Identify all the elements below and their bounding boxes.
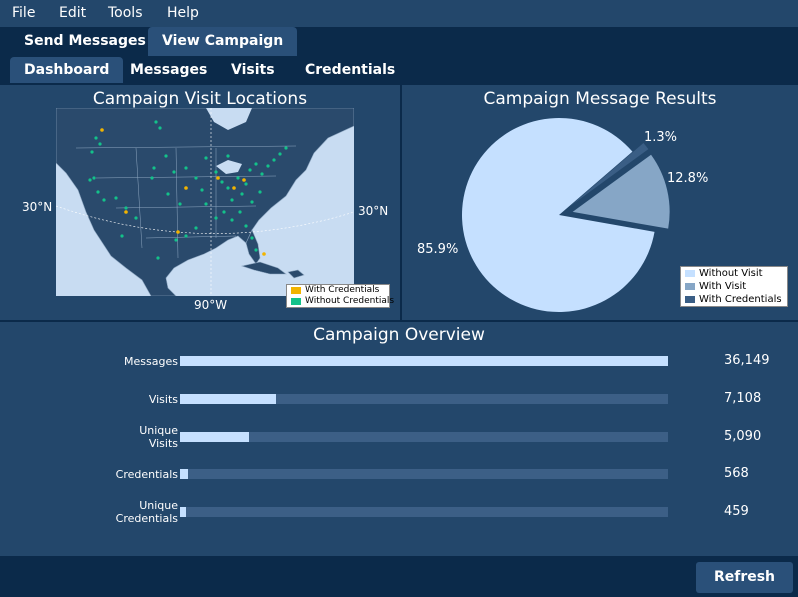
label-line1: Messages [124,355,178,368]
legend-label-with-credentials-pie: With Credentials [699,294,782,305]
legend-without-credentials: Without Credentials [287,296,394,307]
label-line1: Credentials [115,468,178,481]
lat-graticule-30n [56,205,354,234]
overview-value-messages: 36,149 [724,353,770,368]
menu-tools[interactable]: Tools [108,5,143,21]
legend-with-credentials: With Credentials [287,285,389,296]
overview-label-messages: Messages [58,355,178,368]
hispaniola-island [287,269,305,279]
pie-label-credentials: 1.3% [644,130,678,145]
visit-points-with-credentials [100,128,266,256]
bar-fill [180,507,187,517]
tab-send-messages[interactable]: Send Messages [24,33,146,49]
pie-slice-without-visit [462,118,655,312]
bar-track [180,507,668,517]
overview-label-unique-credentials: Unique Credentials [58,499,178,525]
label-line1: Unique [139,424,178,437]
pie-slice-with-credentials [569,142,649,207]
menu-file[interactable]: File [12,5,36,21]
legend-with-visit: With Visit [681,280,787,293]
bar-track [180,469,668,479]
tab-dashboard[interactable]: Dashboard [10,57,124,83]
menu-help[interactable]: Help [167,5,199,21]
bar-track [180,394,668,404]
overview-label-unique-visits: Unique Visits [58,424,178,450]
tab-credentials[interactable]: Credentials [305,62,396,78]
menu-edit[interactable]: Edit [59,5,87,21]
visit-points-without-credentials [88,120,288,260]
hudson-bay [206,108,252,130]
bar-track [180,356,668,366]
refresh-button[interactable]: Refresh [696,562,793,593]
legend-label-with-credentials: With Credentials [305,285,380,295]
north-america-landmass [56,108,354,296]
map-title: Campaign Visit Locations [92,89,308,109]
pie-slice-with-visit [572,154,670,229]
pie-chart [462,118,670,312]
cuba-island [240,261,287,275]
overview-value-unique-credentials: 459 [724,504,749,519]
overview-title: Campaign Overview [313,325,485,345]
bottom-bar [0,556,798,597]
overview-value-visits: 7,108 [724,391,762,406]
border-lines [75,145,297,259]
bar-track [180,432,668,442]
label-line2: Credentials [115,512,178,525]
map-svg [56,108,354,296]
legend-swatch-with-credentials [291,287,301,294]
pie-title: Campaign Message Results [483,89,717,109]
legend-swatch-without-visit [685,270,695,277]
legend-without-visit: Without Visit [681,267,787,280]
overview-row-unique-visits: Unique Visits 5,090 [0,424,798,452]
tab-messages[interactable]: Messages [130,62,208,78]
bar-fill [180,394,277,404]
label-line2: Visits [148,437,178,450]
primary-tab-bar: Send Messages View Campaign [0,27,798,57]
legend-swatch-with-credentials-pie [685,296,695,303]
visit-map[interactable] [56,108,354,296]
bar-fill [180,469,188,479]
overview-label-credentials: Credentials [58,468,178,481]
secondary-tab-bar: Dashboard Messages Visits Credentials [0,57,798,85]
pie-label-without-visit: 85.9% [417,242,459,257]
menu-bar: File Edit Tools Help [0,0,798,27]
tab-visits[interactable]: Visits [231,62,275,78]
bar-fill [180,432,249,442]
legend-label-with-visit: With Visit [699,281,747,292]
legend-label-without-credentials: Without Credentials [305,296,395,306]
pie-legend: Without Visit With Visit With Credential… [680,266,788,307]
tab-view-campaign[interactable]: View Campaign [148,27,298,56]
lon-label: 90°W [194,298,228,312]
overview-row-visits: Visits 7,108 [0,390,798,418]
lat-label-right: 30°N [358,204,389,218]
label-line1: Visits [148,393,178,406]
lat-label-left: 30°N [22,200,53,214]
bar-fill [180,356,668,366]
label-line1: Unique [139,499,178,512]
legend-swatch-with-visit [685,283,695,290]
great-lakes [216,160,242,174]
overview-value-credentials: 568 [724,466,749,481]
overview-value-unique-visits: 5,090 [724,429,762,444]
overview-row-unique-credentials: Unique Credentials 459 [0,498,798,526]
pie-label-visit: 12.8% [667,171,709,186]
overview-row-messages: Messages 36,149 [0,352,798,380]
legend-label-without-visit: Without Visit [699,268,763,279]
overview-label-visits: Visits [58,393,178,406]
legend-swatch-without-credentials [291,298,301,305]
legend-with-credentials-pie: With Credentials [681,293,787,306]
overview-row-credentials: Credentials 568 [0,465,798,493]
map-legend: With Credentials Without Credentials [286,284,394,308]
